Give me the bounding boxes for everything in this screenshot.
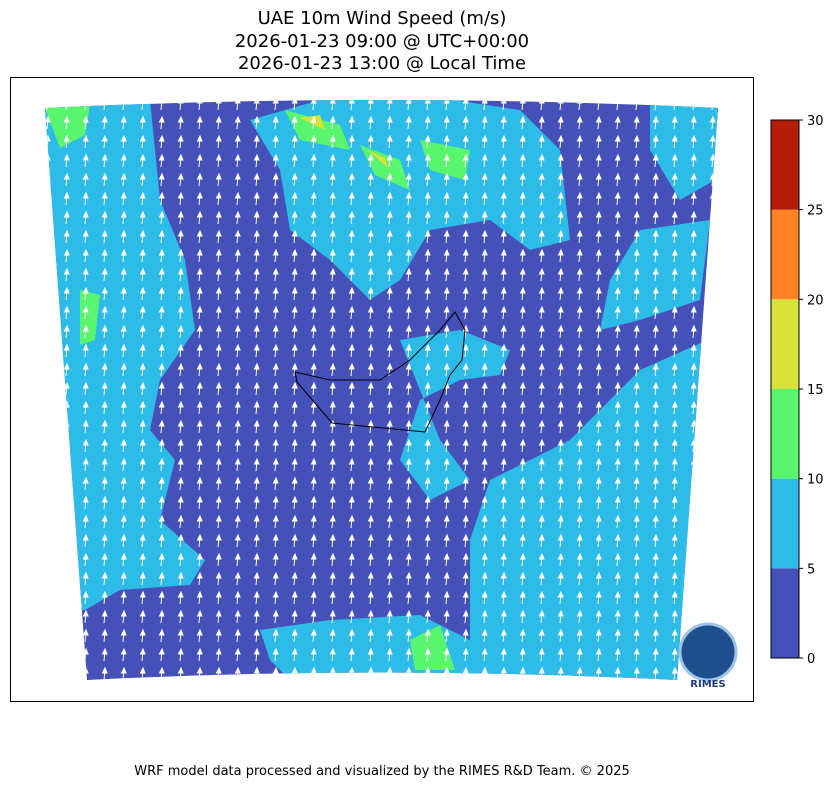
logo-text: RIMES: [690, 679, 725, 690]
title-line: UAE 10m Wind Speed (m/s): [258, 8, 507, 29]
country-border: [294, 311, 466, 433]
colorbar-tick-label: 15: [807, 383, 824, 398]
title-line: 2026-01-23 13:00 @ Local Time: [238, 53, 526, 74]
wind-field: [45, 100, 718, 680]
colorbar-bin: [771, 120, 799, 210]
colorbar-tick-label: 30: [807, 114, 824, 129]
colorbar-bin: [771, 478, 799, 569]
colorbar-tick-label: 0: [807, 652, 815, 667]
colorbar-bin: [771, 389, 799, 479]
colorbar-tick-label: 20: [807, 293, 824, 308]
map-frame: [10, 77, 754, 702]
colorbar-tick-label: 10: [807, 473, 824, 488]
colorbar: 0 5 10 15 20 25 30: [770, 114, 824, 667]
logo-mark: [678, 622, 738, 682]
colorbar-tick-label: 5: [807, 562, 815, 577]
colorbar-tick-label: 25: [807, 204, 824, 219]
title-line: 2026-01-23 09:00 @ UTC+00:00: [235, 31, 529, 52]
colorbar-bin: [771, 299, 799, 389]
colorbar-bin: [771, 568, 799, 658]
footer: WRF model data processed and visualized …: [134, 764, 630, 779]
colorbar-bin: [771, 209, 799, 300]
wind-arrows: [45, 100, 718, 680]
